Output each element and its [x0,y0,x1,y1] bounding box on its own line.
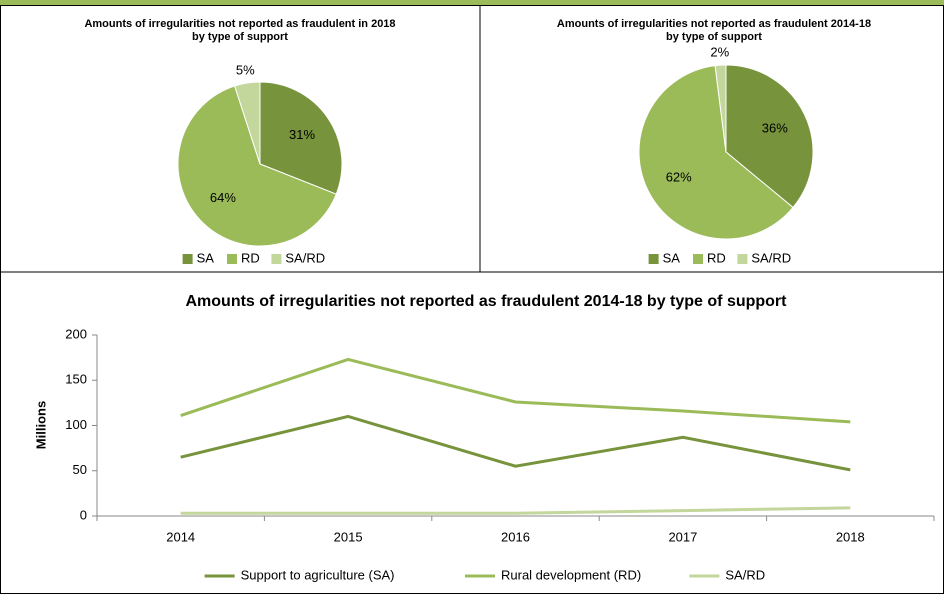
data-label: 64% [210,190,236,205]
legend-swatch [227,254,237,264]
legend-label: RD [241,250,260,265]
data-label: 5% [236,63,255,78]
chart-title: Amounts of irregularities not reported a… [557,18,871,30]
y-tick-label: 100 [65,417,87,432]
chart-title: by type of support [192,31,288,43]
x-tick-label: 2016 [501,529,530,544]
legend-label: SA/RD [725,567,765,582]
chart-title: Amounts of irregularities not reported a… [84,18,395,30]
legend-label: SA/RD [751,250,791,265]
data-label: 62% [666,169,692,184]
pie-slice [638,65,794,240]
legend-swatch [271,254,282,264]
pie-slice [234,81,261,165]
y-tick-label: 200 [65,326,87,341]
legend-label: SA [197,250,215,265]
x-tick-label: 2017 [668,529,697,544]
series-line [180,506,851,515]
data-label: 2% [710,45,729,60]
y-tick-label: 0 [80,507,87,522]
legend-label: RD [707,250,726,265]
legend-label: SA/RD [285,250,325,265]
legend-label: Support to agriculture (SA) [241,567,395,582]
top-strip [0,0,944,5]
legend-swatch [648,254,659,264]
x-tick-label: 2015 [334,529,363,544]
y-tick-label: 150 [65,372,87,387]
pie-slice [259,81,343,195]
chart-title: Amounts of irregularities not reported a… [186,293,788,310]
legend-swatch [737,254,748,264]
pie-slice [725,64,814,209]
data-label: 36% [762,120,788,135]
pie-slice [714,64,727,153]
legend-swatch [182,254,193,264]
series-line [180,414,851,472]
x-tick-label: 2014 [166,529,195,544]
pie-slice [177,85,337,247]
y-axis-title: Millions [33,401,48,449]
data-label: 31% [289,127,315,142]
chart-title: by type of support [666,31,762,43]
legend-label: SA [663,250,681,265]
x-tick-label: 2018 [836,529,865,544]
y-tick-label: 50 [73,462,87,477]
legend-label: Rural development (RD) [501,567,641,582]
legend-swatch [693,254,703,264]
series-line [180,357,851,424]
